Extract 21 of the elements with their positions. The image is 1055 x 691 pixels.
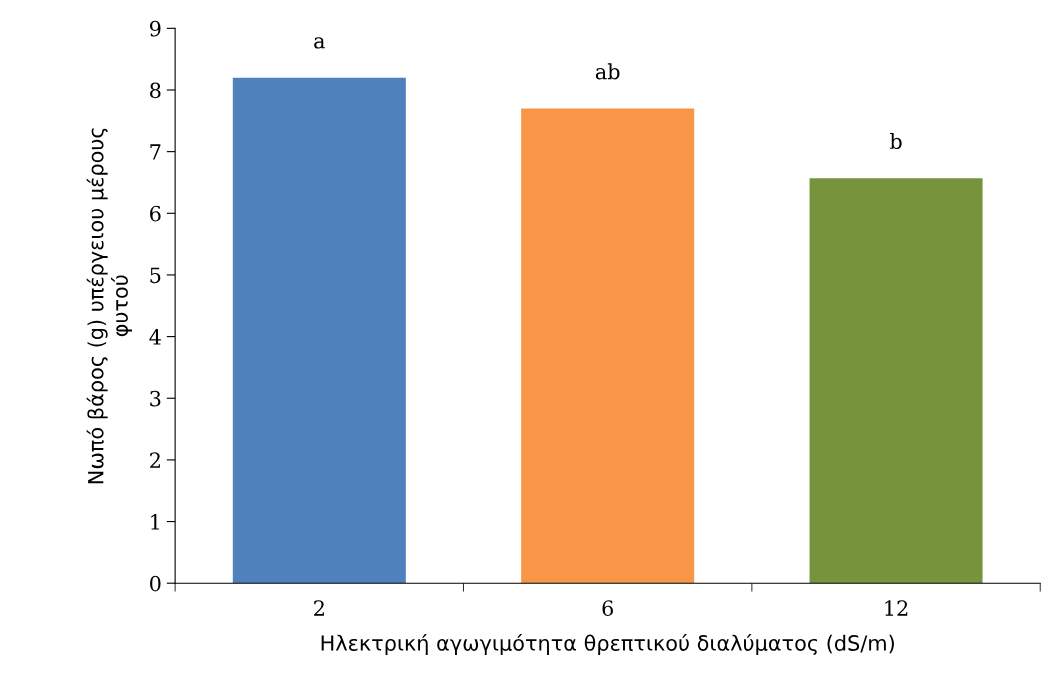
y-tick-label: 6 (150, 205, 161, 222)
x-tick-label: 6 (602, 600, 613, 616)
bar (521, 108, 695, 584)
y-tick-label: 8 (150, 82, 161, 99)
y-tick-label: 1 (151, 514, 159, 530)
x-tick-label: 2 (314, 600, 324, 616)
annotation: ab (595, 63, 620, 80)
y-tick-label: 2 (150, 452, 160, 468)
x-axis-title: Ηλεκτρική αγωγιμότητα θρεπτικού διαλύματος (dS/m) (321, 633, 894, 655)
y-tick-label: 3 (150, 390, 161, 407)
y-tick-label: 7 (150, 144, 161, 160)
bar (809, 178, 983, 584)
bar (232, 77, 406, 584)
y-tick-label: 4 (149, 329, 161, 345)
x-tick-label: 12 (885, 600, 908, 616)
y-tick-label: 0 (150, 575, 161, 592)
annotation: a (314, 37, 325, 49)
y-tick-label: 9 (149, 20, 161, 37)
y-axis-title: Νωπό βάρος (g) υπέργειου μέρους φυτού (86, 128, 133, 484)
annotation: b (889, 132, 902, 150)
y-tick-label: 5 (150, 267, 161, 284)
